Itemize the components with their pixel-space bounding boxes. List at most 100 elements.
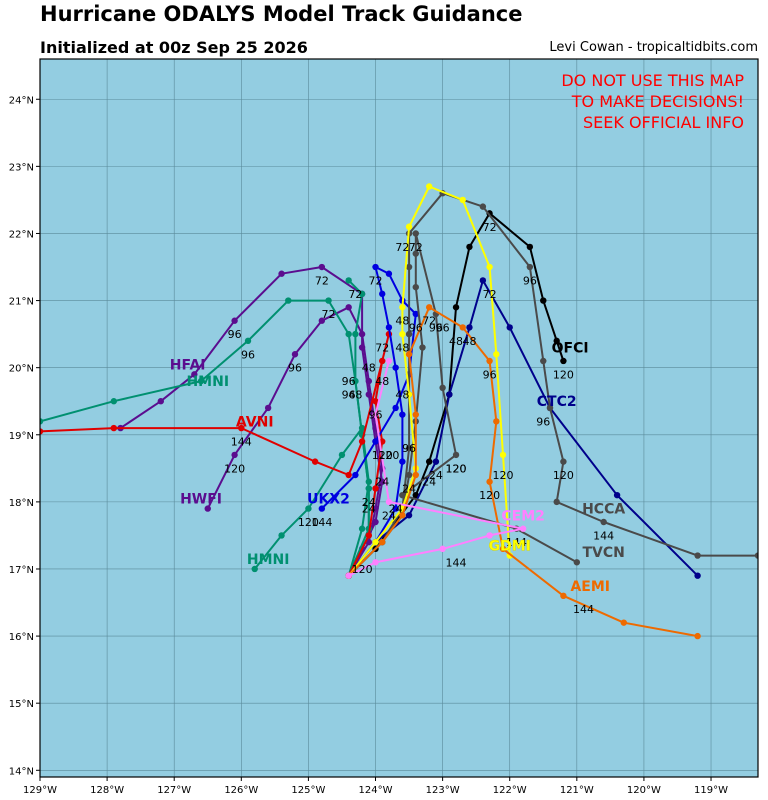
track-point-gdmi bbox=[493, 351, 500, 358]
track-point-avni bbox=[345, 471, 352, 479]
track-point-ofci bbox=[553, 337, 560, 345]
forecast-hour-label: 96 bbox=[436, 321, 450, 334]
chart-subtitle: Initialized at 00z Sep 25 2026 bbox=[40, 38, 308, 57]
track-point-tvcn bbox=[412, 230, 419, 237]
forecast-hour-label: 96 bbox=[342, 375, 356, 388]
track-point-avni bbox=[238, 424, 245, 432]
forecast-hour-label: 96 bbox=[409, 321, 423, 334]
forecast-hour-label: 120 bbox=[446, 462, 467, 475]
forecast-hour-label: 120 bbox=[493, 469, 514, 482]
x-tick-label: 126°W bbox=[224, 785, 258, 796]
track-point-hmni bbox=[40, 418, 44, 425]
track-point-hcca bbox=[546, 404, 554, 412]
model-label-hfai: HFAI bbox=[170, 357, 206, 373]
y-tick-label: 20°N bbox=[9, 364, 34, 375]
forecast-hour-label: 144 bbox=[231, 435, 252, 448]
forecast-hour-label: 72 bbox=[315, 274, 329, 287]
warning-line: SEEK OFFICIAL INFO bbox=[583, 113, 744, 132]
track-point-hcca bbox=[754, 552, 758, 559]
forecast-hour-label: 120 bbox=[378, 449, 399, 462]
y-tick-label: 22°N bbox=[9, 229, 34, 240]
y-tick-label: 16°N bbox=[9, 632, 34, 643]
track-point-hmni bbox=[110, 398, 118, 405]
track-point-hcca bbox=[600, 518, 607, 526]
track-point-aemi bbox=[399, 512, 406, 519]
track-point-hfai bbox=[291, 351, 299, 358]
forecast-hour-label: 96 bbox=[241, 348, 255, 361]
x-tick-label: 120°W bbox=[627, 785, 661, 796]
forecast-hour-label: 72 bbox=[322, 308, 336, 321]
forecast-hour-label: 24 bbox=[382, 509, 396, 522]
track-point-ctc2 bbox=[506, 324, 513, 331]
track-point-hcca bbox=[694, 552, 701, 559]
forecast-hour-label: 72 bbox=[483, 288, 497, 301]
track-point-cem2 bbox=[372, 411, 379, 418]
forecast-hour-label: 72 bbox=[483, 221, 497, 234]
track-point-hcca bbox=[540, 357, 547, 365]
forecast-hour-label: 120 bbox=[224, 462, 245, 475]
track-line-gdmi bbox=[347, 185, 511, 577]
model-label-cem2: CEM2 bbox=[501, 508, 545, 524]
y-tick-label: 24°N bbox=[9, 95, 34, 106]
track-point-tvcn bbox=[405, 471, 413, 479]
forecast-hour-label: 144 bbox=[593, 529, 614, 542]
track-point-avni bbox=[379, 357, 386, 365]
x-tick-label: 121°W bbox=[560, 785, 594, 796]
forecast-hour-label: 48 bbox=[375, 375, 389, 388]
track-point-hmni bbox=[197, 377, 205, 385]
forecast-hour-label: 96 bbox=[369, 409, 383, 422]
track-point-hfai bbox=[231, 451, 238, 459]
track-point-avni bbox=[40, 428, 44, 435]
forecast-hour-label: 72 bbox=[369, 274, 383, 287]
track-point-hmon bbox=[345, 277, 352, 284]
model-label-ofci: OFCI bbox=[552, 341, 589, 357]
x-tick-label: 124°W bbox=[359, 785, 393, 796]
forecast-hour-label: 120 bbox=[479, 489, 500, 502]
track-point-cem2 bbox=[519, 525, 527, 532]
forecast-hour-label: 72 bbox=[409, 241, 423, 254]
track-point-cem2 bbox=[385, 498, 393, 506]
track-point-avni bbox=[358, 438, 366, 445]
track-point-avni bbox=[110, 424, 118, 432]
track-point-hmni bbox=[244, 337, 252, 345]
model-label-ctc2: CTC2 bbox=[537, 394, 577, 410]
track-point-hfai bbox=[345, 304, 352, 311]
track-point-tvcn bbox=[399, 491, 406, 499]
track-point-avni bbox=[311, 458, 319, 465]
track-point-hcca bbox=[405, 444, 413, 452]
track-point-avni bbox=[372, 485, 379, 492]
model-label-aemi: AEMI bbox=[570, 579, 610, 595]
forecast-hour-label: 120 bbox=[372, 449, 393, 462]
track-point-aemi bbox=[405, 351, 413, 358]
model-label-gdmi: GDMI bbox=[489, 538, 531, 554]
track-point-ukx2 bbox=[385, 270, 393, 277]
credit-text: Levi Cowan - tropicaltidbits.com bbox=[549, 40, 758, 55]
track-point-aemi bbox=[412, 471, 419, 479]
track-point-ukx2 bbox=[318, 505, 326, 512]
x-tick-label: 123°W bbox=[426, 785, 460, 796]
track-point-ukx2 bbox=[379, 290, 386, 298]
x-tick-label: 129°W bbox=[23, 785, 57, 796]
x-tick-label: 122°W bbox=[493, 785, 527, 796]
track-point-hwfi bbox=[379, 478, 386, 485]
track-point-gdmi bbox=[399, 304, 406, 311]
ocean-background bbox=[40, 59, 758, 777]
track-point-ofci bbox=[466, 243, 473, 251]
track-point-gdmi bbox=[405, 391, 413, 398]
warning-line: TO MAKE DECISIONS! bbox=[571, 92, 744, 111]
track-point-hmni bbox=[345, 330, 352, 338]
track-point-hwfi bbox=[231, 317, 238, 324]
track-point-aemi bbox=[499, 545, 507, 553]
track-point-gdmi bbox=[399, 330, 406, 338]
forecast-hour-label: 24 bbox=[422, 476, 436, 489]
forecast-hour-label: 96 bbox=[536, 415, 550, 428]
model-label-hmni-2: HMNI bbox=[247, 552, 290, 568]
forecast-hour-label: 120 bbox=[446, 462, 467, 475]
track-point-cem2 bbox=[439, 545, 446, 553]
track-point-aemi bbox=[486, 478, 493, 485]
track-line-hwfi bbox=[119, 266, 384, 577]
track-point-aemi bbox=[412, 411, 419, 418]
track-point-gdmi bbox=[459, 196, 466, 204]
forecast-hour-label: 120 bbox=[298, 516, 319, 529]
forecast-hour-label: 48 bbox=[449, 335, 463, 348]
